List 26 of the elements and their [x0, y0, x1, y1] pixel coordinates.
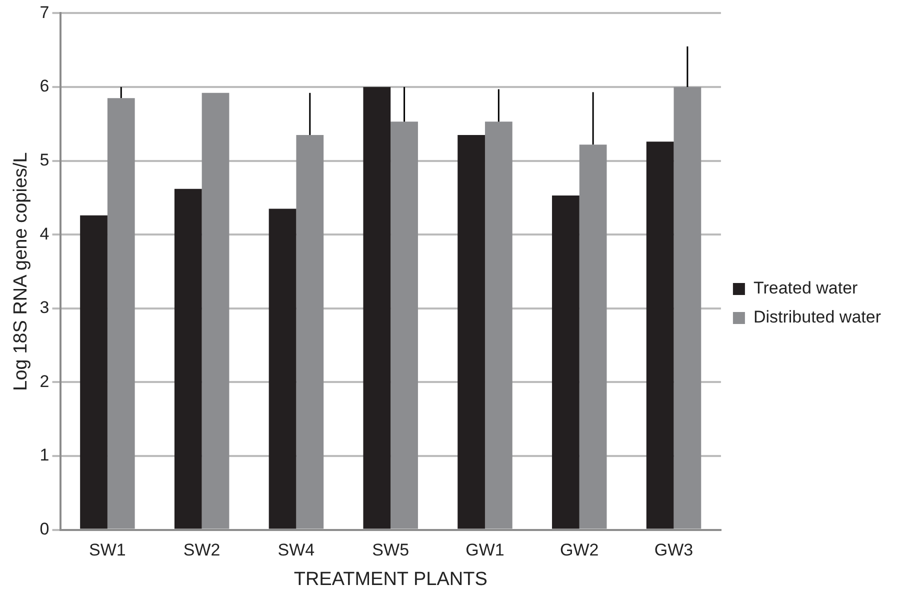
bar — [458, 134, 485, 529]
y-tick-label: 5 — [40, 150, 50, 170]
x-tick-label: GW1 — [466, 540, 504, 560]
bar — [174, 188, 202, 529]
y-tick-label: 7 — [40, 2, 50, 22]
y-tick-label: 6 — [40, 76, 50, 96]
x-tick-label: GW2 — [560, 540, 599, 560]
x-axis-title: TREATMENT PLANTS — [294, 568, 488, 590]
y-tick-label: 4 — [40, 224, 50, 244]
y-tick-label: 1 — [40, 446, 50, 465]
y-tick-label: 2 — [40, 372, 50, 391]
legend-label: Treated water — [753, 278, 858, 298]
x-tick-label: SW5 — [372, 540, 410, 560]
x-tick-label: SW4 — [278, 540, 315, 560]
y-tick-label: 3 — [40, 298, 50, 318]
y-tick-label: 0 — [40, 519, 50, 538]
bar — [646, 142, 674, 529]
bar — [80, 215, 108, 529]
bar — [552, 195, 580, 529]
bar — [268, 208, 296, 529]
x-tick-label: SW2 — [183, 540, 220, 560]
x-tick-label: GW3 — [654, 540, 694, 560]
bar — [363, 87, 391, 529]
legend-label: Distributed water — [753, 308, 882, 327]
y-axis-title: Log 18S RNA gene copies/L — [10, 152, 32, 391]
x-tick-label: SW1 — [89, 540, 126, 560]
